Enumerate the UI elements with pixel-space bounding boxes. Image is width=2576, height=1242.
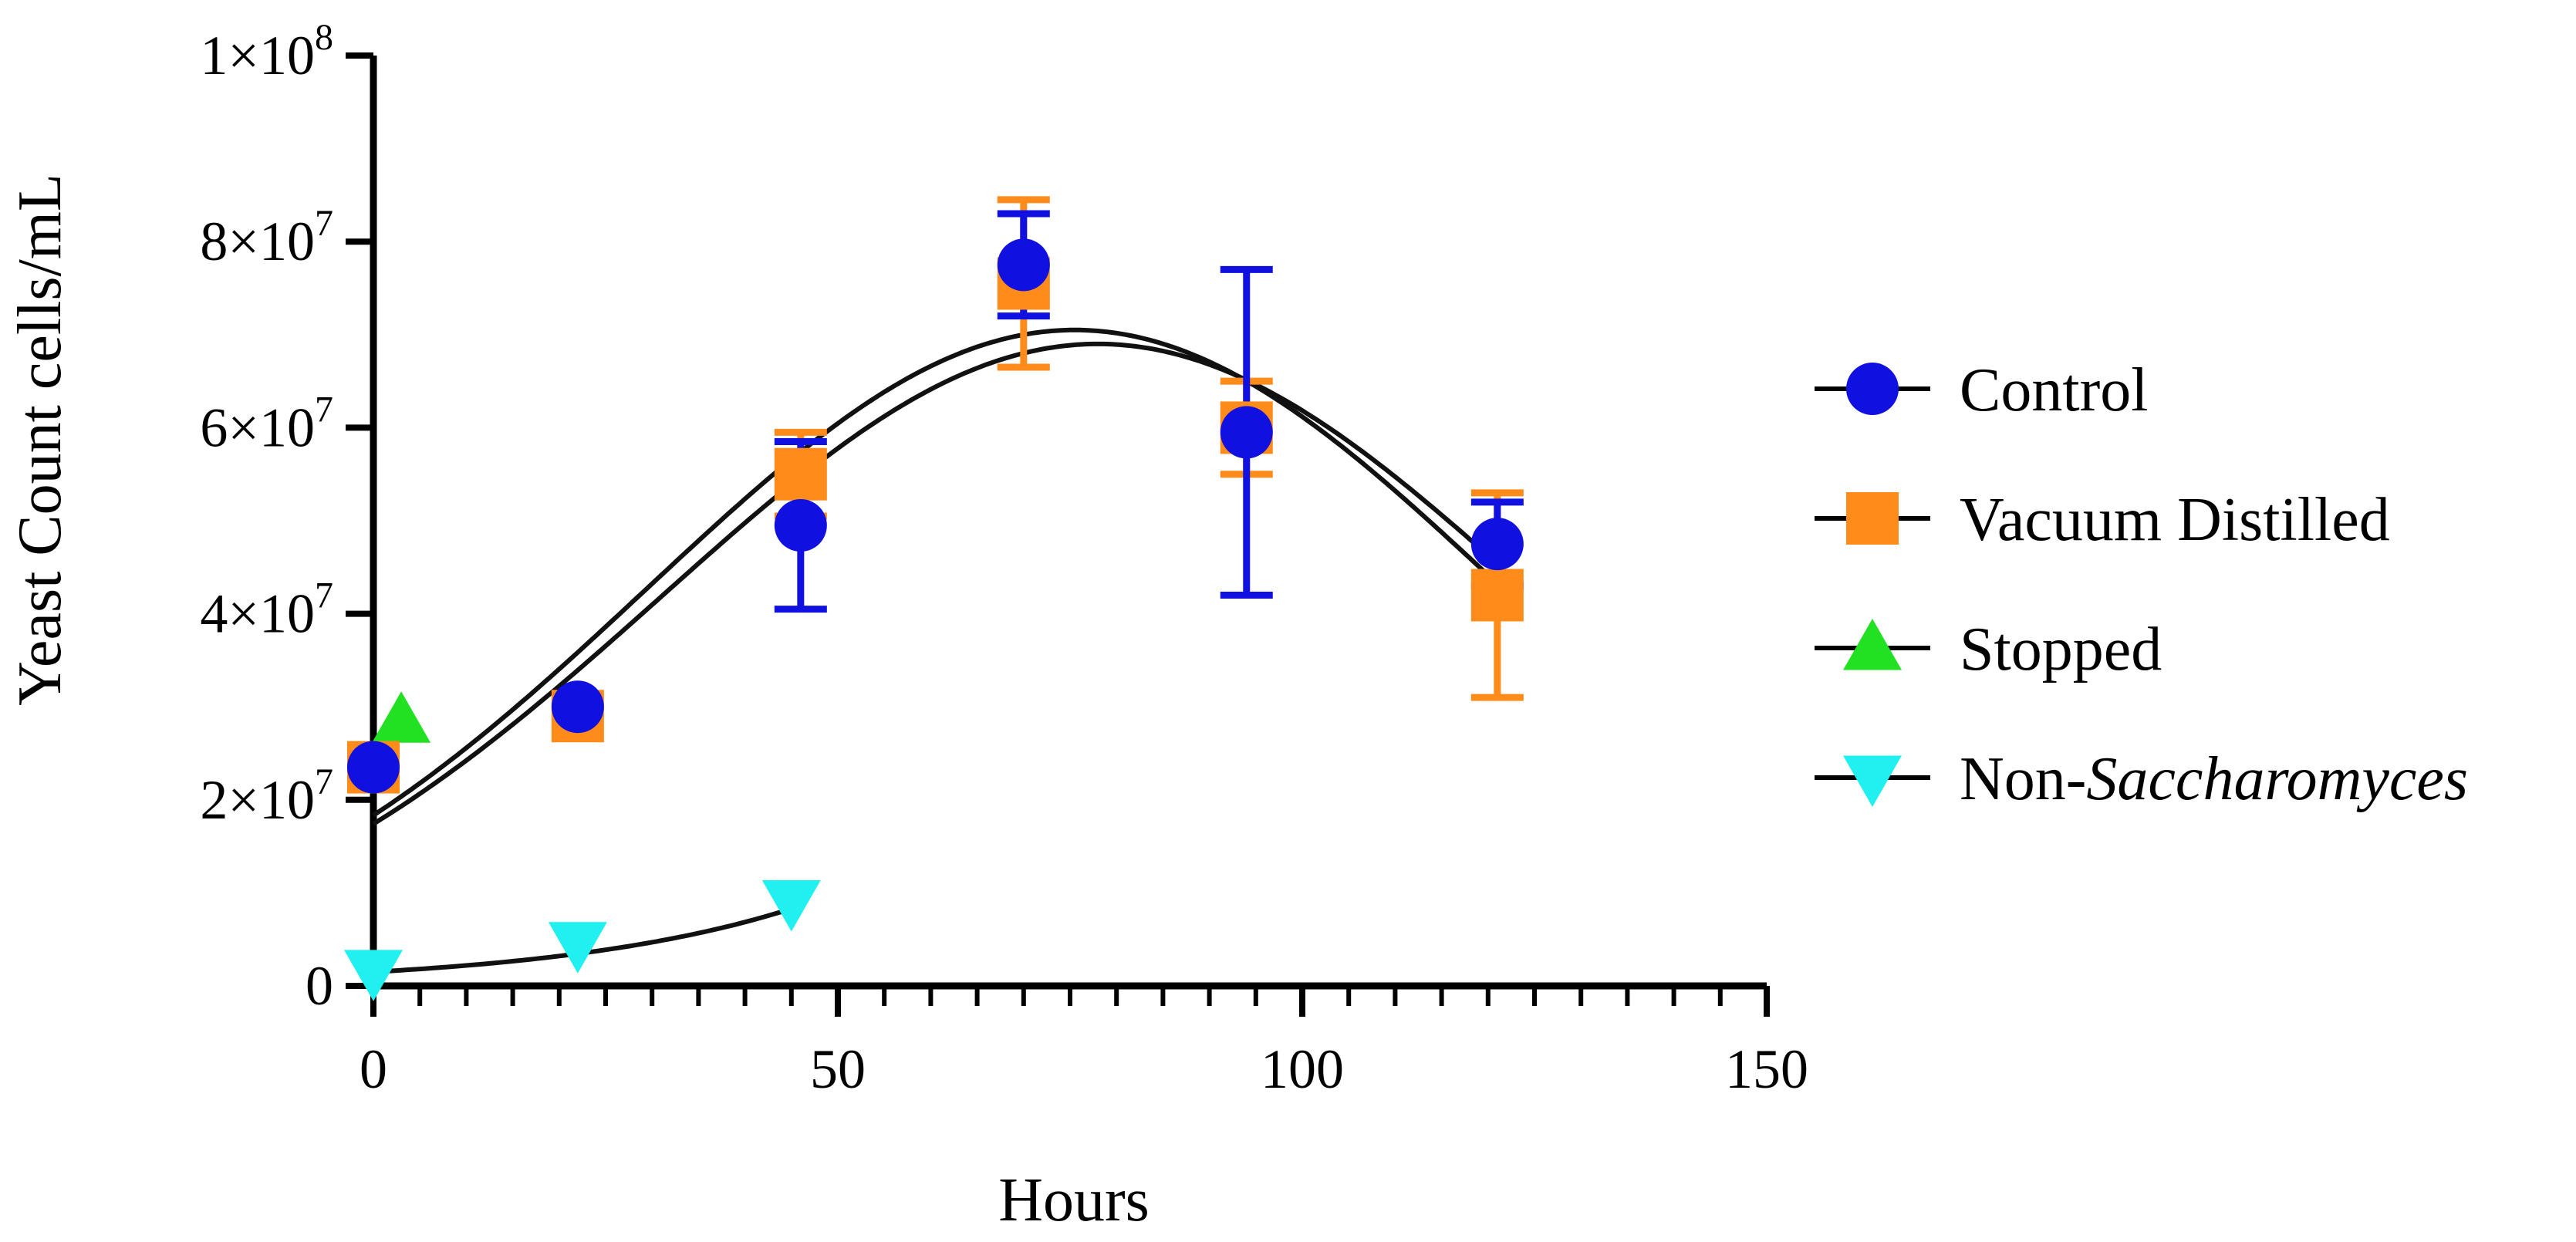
legend-marker (1846, 492, 1899, 545)
legend-label: Stopped (1960, 616, 2162, 683)
x-tick-label: 0 (360, 1038, 387, 1100)
axes: 0 2×107 4×107 6×107 8×107 1×108 0 50 100 150 (200, 17, 1808, 1100)
y-tick-label: 2×107 (200, 761, 333, 831)
fit-curve (372, 341, 1504, 826)
data-point (761, 879, 821, 932)
data-point (997, 238, 1050, 292)
y-axis-title: Yeast Count cells/mL (6, 174, 74, 706)
legend-label: Control (1960, 356, 2148, 424)
legend-label: Vacuum Distilled (1960, 486, 2390, 554)
fit-curves (372, 327, 1504, 974)
y-tick-label: 0 (306, 955, 333, 1017)
legend-marker (1843, 755, 1902, 807)
data-point (1470, 569, 1524, 622)
data-point (1220, 406, 1273, 459)
y-tick-label: 8×107 (200, 203, 333, 272)
x-tick-label: 100 (1261, 1038, 1344, 1100)
x-tick-label: 150 (1725, 1038, 1808, 1100)
data-point (344, 950, 403, 1001)
y-tick-label: 6×107 (200, 389, 333, 458)
x-tick-label: 50 (810, 1038, 866, 1100)
legend: Control Vacuum Distilled Stopped Non-Saccha… (1815, 356, 2468, 813)
fit-curve (372, 327, 1504, 818)
data-point (548, 922, 607, 974)
y-tick-label: 1×108 (200, 17, 333, 86)
x-axis-title: Hours (998, 1166, 1150, 1234)
legend-marker (1843, 619, 1902, 670)
data-point (372, 691, 431, 743)
data-point (551, 680, 604, 734)
y-tick-label: 4×107 (200, 575, 333, 645)
data-point (774, 499, 827, 552)
legend-label: Non-Saccharomyces (1960, 745, 2468, 813)
data-markers (344, 238, 1524, 1001)
error-bars (774, 196, 1524, 701)
data-point (347, 741, 400, 794)
data-point (774, 447, 827, 501)
data-point (1470, 518, 1524, 571)
legend-marker (1846, 363, 1899, 415)
